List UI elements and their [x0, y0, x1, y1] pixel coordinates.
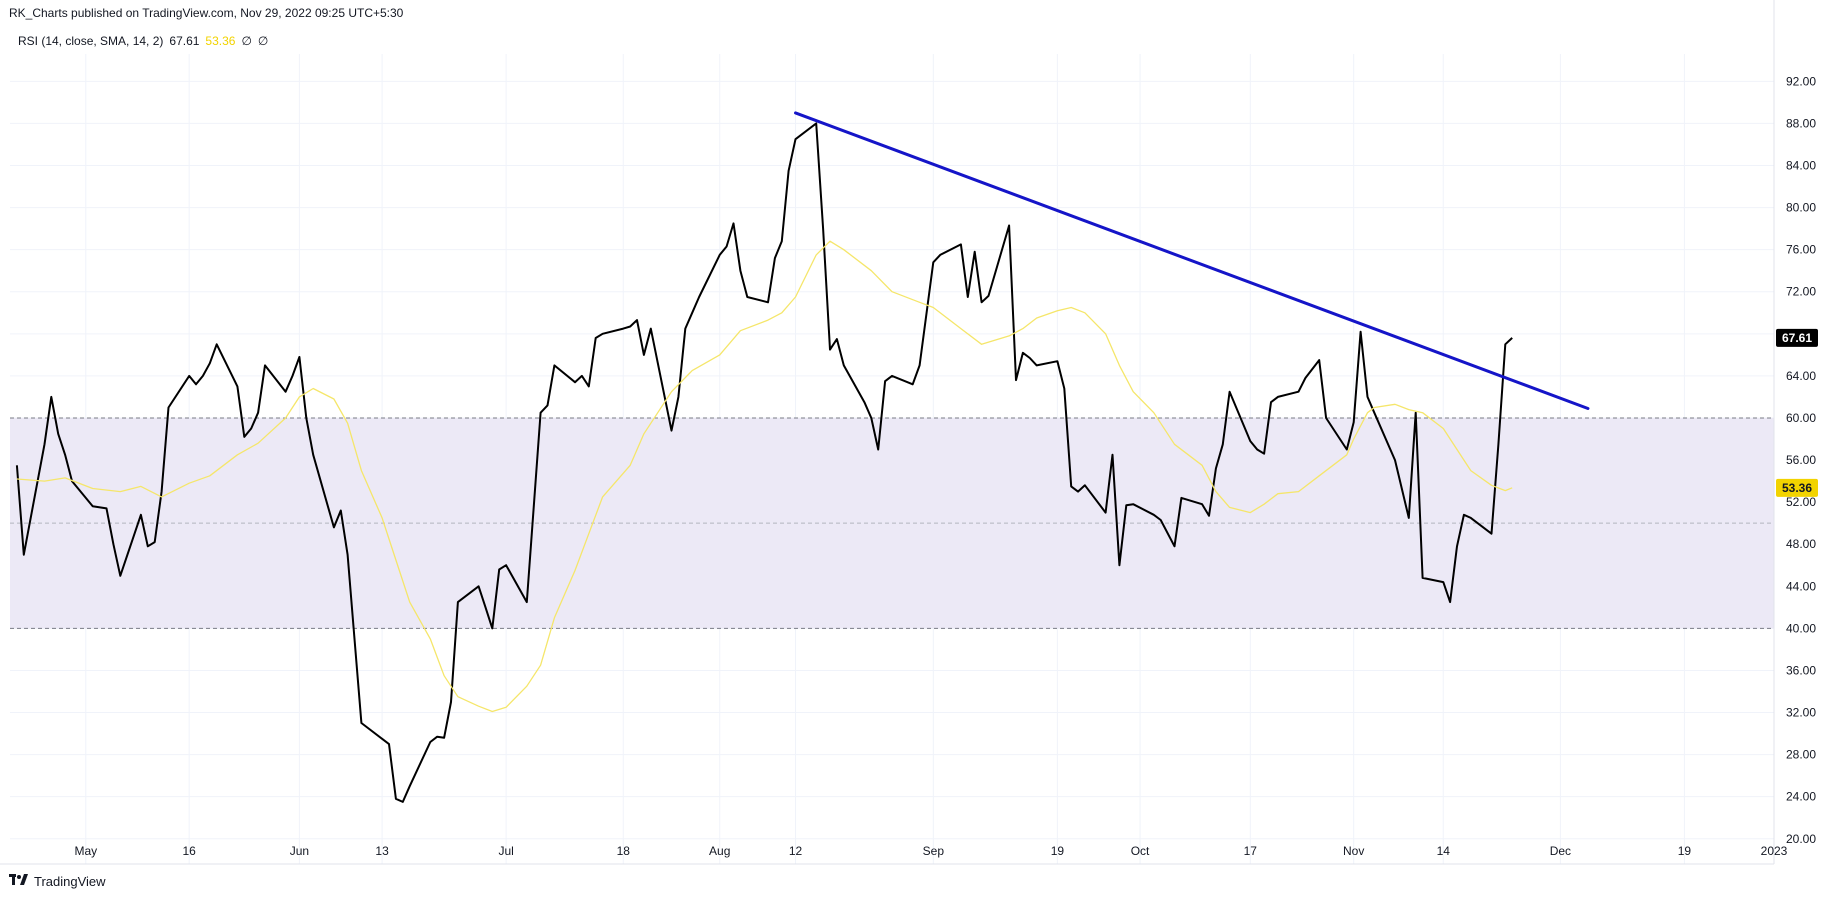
y-tick-label: 92.00: [1786, 74, 1816, 88]
price-axis[interactable]: 92.0088.0084.0080.0076.0072.0068.0064.00…: [1773, 0, 1818, 864]
series-area: [15, 111, 1590, 803]
x-tick-label: 19: [1678, 844, 1692, 858]
y-tick-label: 72.00: [1786, 285, 1816, 299]
x-tick-label: 19: [1051, 844, 1065, 858]
indicator-legend[interactable]: RSI (14, close, SMA, 14, 2) 67.61 53.36 …: [18, 34, 268, 48]
legend-extra-1: ∅: [241, 34, 252, 48]
publish-info: RK_Charts published on TradingView.com, …: [9, 6, 404, 20]
y-tick-label: 64.00: [1786, 369, 1816, 383]
overbought-oversold-band: [10, 417, 1774, 629]
x-tick-label: 14: [1437, 844, 1451, 858]
y-tick-label: 88.00: [1786, 116, 1816, 130]
y-tick-label: 20.00: [1786, 832, 1816, 846]
rsi-line: [15, 122, 1513, 803]
y-tick-label: 44.00: [1786, 579, 1816, 593]
ma-last-value-badge-bg: [1776, 478, 1818, 497]
x-tick-label: Jul: [498, 844, 513, 858]
ma-value: 53.36: [205, 34, 236, 48]
ma-last-value-badge-text: 53.36: [1782, 481, 1812, 495]
x-tick-label: Dec: [1550, 844, 1571, 858]
x-tick-label: 17: [1244, 844, 1258, 858]
rsi-last-value-badge: 67.61: [1776, 328, 1818, 347]
y-tick-label: 52.00: [1786, 495, 1816, 509]
y-tick-label: 60.00: [1786, 411, 1816, 425]
x-tick-label: 16: [182, 844, 196, 858]
legend-extra-2: ∅: [257, 34, 269, 48]
y-tick-label: 84.00: [1786, 159, 1816, 173]
time-axis[interactable]: May 16 Jun 13 Jul 18 Aug 12 Sep 19 Oct 17 Nov 14 Dec 19…: [0, 844, 1788, 865]
x-tick-label: Aug: [709, 844, 730, 858]
indicator-name: RSI (14, close, SMA, 14, 2): [18, 34, 164, 48]
y-tick-label: 32.00: [1786, 706, 1816, 720]
y-tick-label: 24.00: [1786, 790, 1816, 804]
y-tick-label: 76.00: [1786, 243, 1816, 257]
tradingview-logo-icon: [9, 874, 29, 889]
footer-brand: TradingView: [34, 874, 106, 889]
x-tick-label: Oct: [1131, 844, 1150, 858]
y-tick-label: 36.00: [1786, 663, 1816, 677]
rsi-last-value-badge-text: 67.61: [1782, 331, 1812, 345]
y-tick-label: 56.00: [1786, 453, 1816, 467]
rsi-ma-line: [16, 240, 1513, 713]
rsi-value: 67.61: [169, 34, 200, 48]
x-tick-label: Jun: [290, 844, 309, 858]
y-tick-label: 80.00: [1786, 201, 1816, 215]
x-tick-label: 18: [617, 844, 631, 858]
x-tick-label: 12: [789, 844, 803, 858]
x-tick-label: 13: [375, 844, 389, 858]
x-tick-label: 2023: [1761, 844, 1788, 858]
rsi-last-value-badge-bg: [1776, 328, 1818, 347]
y-tick-label: 28.00: [1786, 748, 1816, 762]
x-tick-label: Nov: [1343, 844, 1364, 858]
ma-last-value-badge: 53.36: [1776, 478, 1818, 497]
x-tick-label: May: [74, 844, 97, 858]
x-tick-label: Sep: [923, 844, 945, 858]
tradingview-footer: TradingView: [9, 874, 106, 889]
y-tick-label: 40.00: [1786, 621, 1816, 635]
y-tick-label: 48.00: [1786, 537, 1816, 551]
trendline: [794, 111, 1590, 411]
